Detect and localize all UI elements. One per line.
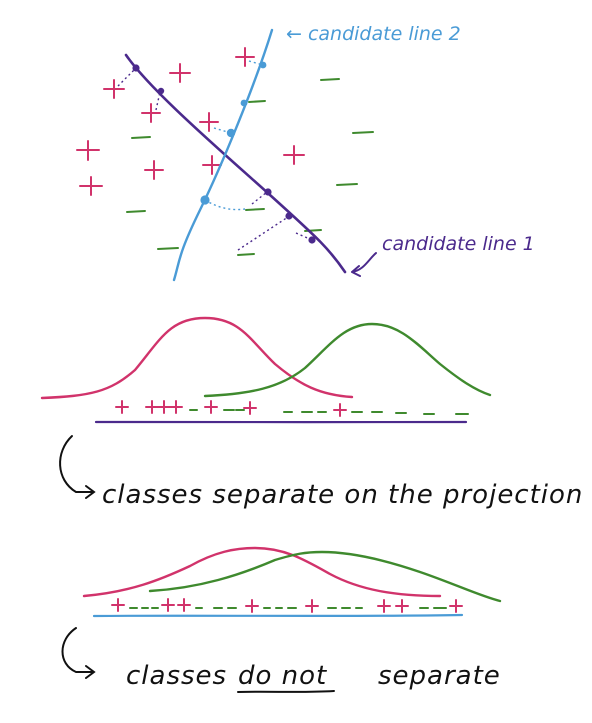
plus-distribution-curve-2 — [82, 546, 442, 598]
projection-1-marks — [115, 400, 469, 417]
separate-note: classes separate on the projection — [59, 435, 583, 510]
projection-connectors — [117, 60, 313, 251]
plus-point — [199, 112, 219, 132]
minus-point — [126, 210, 146, 213]
note-arrow-1 — [59, 435, 96, 499]
projected-dots-line1 — [132, 64, 316, 244]
plus-point — [76, 140, 100, 161]
minus-point — [248, 100, 266, 103]
candidate-line-1-arrow — [351, 252, 377, 277]
emphasis-underline — [237, 690, 335, 693]
no-separate-note-text: classes do not separate — [126, 661, 501, 691]
projection-1 — [40, 316, 492, 424]
plus-point — [283, 145, 305, 165]
no-separate-suffix: separate — [378, 661, 501, 691]
minus-point — [245, 208, 265, 211]
plus-point — [79, 176, 103, 196]
minus-distribution-curve-2 — [148, 550, 502, 603]
plus-class-points — [76, 47, 305, 196]
minus-point — [352, 131, 374, 134]
plus-point — [169, 63, 191, 83]
projection-axis-2 — [92, 613, 464, 618]
projection-2 — [82, 546, 502, 618]
candidate-line-2-label: ← candidate line 2 — [286, 23, 461, 45]
candidate-line-2 — [172, 28, 274, 282]
scatter-plot: ← candidate line 2 candidate line 1 — [76, 23, 535, 282]
plus-point — [202, 155, 222, 175]
minus-point — [131, 136, 151, 139]
plus-point — [144, 160, 164, 180]
no-separate-emphasis: do not — [238, 661, 327, 691]
projection-2-marks — [111, 598, 463, 613]
plus-distribution-curve-1 — [40, 316, 354, 400]
candidate-line-1 — [124, 53, 347, 274]
projection-axis-1 — [94, 420, 468, 424]
projected-dots-line2 — [200, 61, 267, 205]
no-separate-note: classes do not separate — [61, 627, 501, 693]
no-separate-prefix: classes — [126, 661, 227, 691]
minus-point — [237, 253, 255, 256]
minus-distribution-curve-1 — [203, 322, 492, 398]
minus-point — [320, 78, 340, 81]
plus-point — [103, 79, 125, 99]
plus-point — [235, 47, 255, 67]
minus-point — [336, 183, 358, 186]
note-arrow-2 — [61, 627, 96, 679]
candidate-line-1-label: candidate line 1 — [382, 233, 535, 255]
minus-class-points — [126, 78, 374, 256]
separate-note-text: classes separate on the projection — [102, 480, 583, 510]
plus-point — [141, 103, 161, 123]
minus-point — [157, 247, 179, 250]
